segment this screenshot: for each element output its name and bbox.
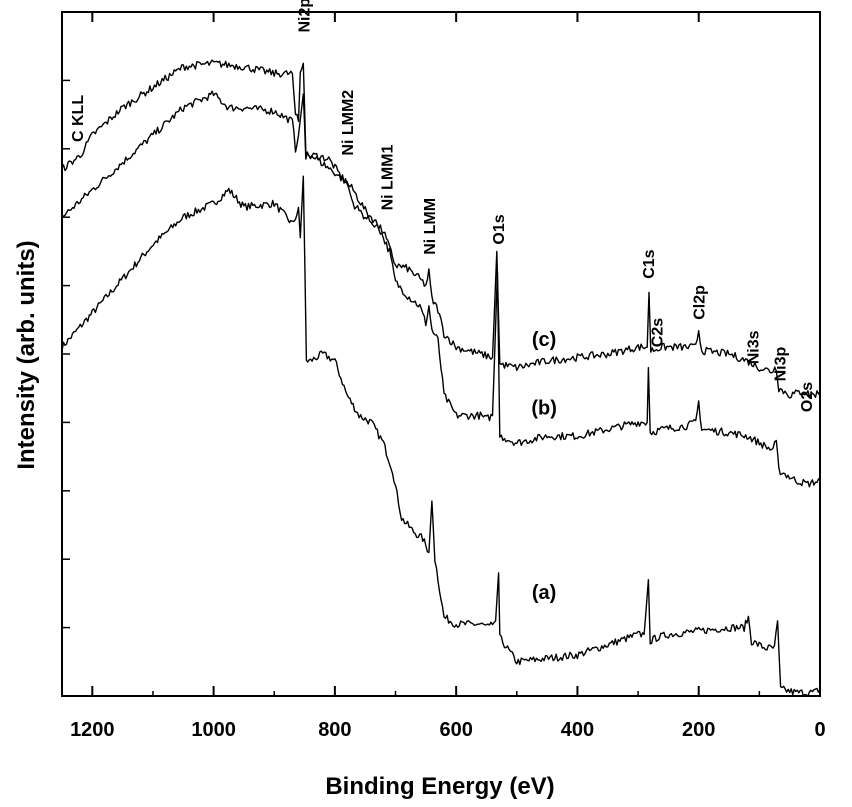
x-tick-label: 0	[814, 719, 825, 741]
x-tick-label: 1000	[191, 719, 236, 741]
x-axis-title: Binding Energy (eV)	[325, 773, 554, 800]
peak-annotation-1: Ni2p	[296, 0, 313, 33]
series-line-2	[61, 59, 821, 399]
series-line-0	[61, 175, 821, 697]
x-tick-label: 800	[318, 719, 351, 741]
series-line-1	[61, 90, 821, 488]
peak-annotation-5: O1s	[491, 214, 508, 244]
x-tick-label: 1200	[70, 719, 115, 741]
peak-annotation-0: C KLL	[70, 95, 87, 142]
x-tick-label: 400	[561, 719, 594, 741]
peak-annotation-7: C2s	[649, 318, 666, 347]
peak-annotation-10: Ni3p	[772, 347, 789, 382]
peak-annotation-3: Ni LMM1	[379, 145, 396, 211]
peak-annotation-9: Ni3s	[746, 330, 763, 364]
series-label-2: (c)	[532, 329, 556, 351]
series-label-0: (a)	[532, 582, 556, 604]
peak-annotation-11: O2s	[799, 382, 816, 412]
peak-annotation-2: Ni LMM2	[340, 90, 357, 156]
peak-annotation-8: Cl2p	[692, 285, 709, 320]
peak-annotation-4: Ni LMM	[422, 198, 439, 255]
y-axis-title: Intensity (arb. units)	[13, 240, 40, 469]
x-tick-label: 200	[682, 719, 715, 741]
x-tick-label: 600	[439, 719, 472, 741]
series-label-1: (b)	[531, 397, 557, 419]
peak-annotation-6: C1s	[641, 249, 658, 278]
